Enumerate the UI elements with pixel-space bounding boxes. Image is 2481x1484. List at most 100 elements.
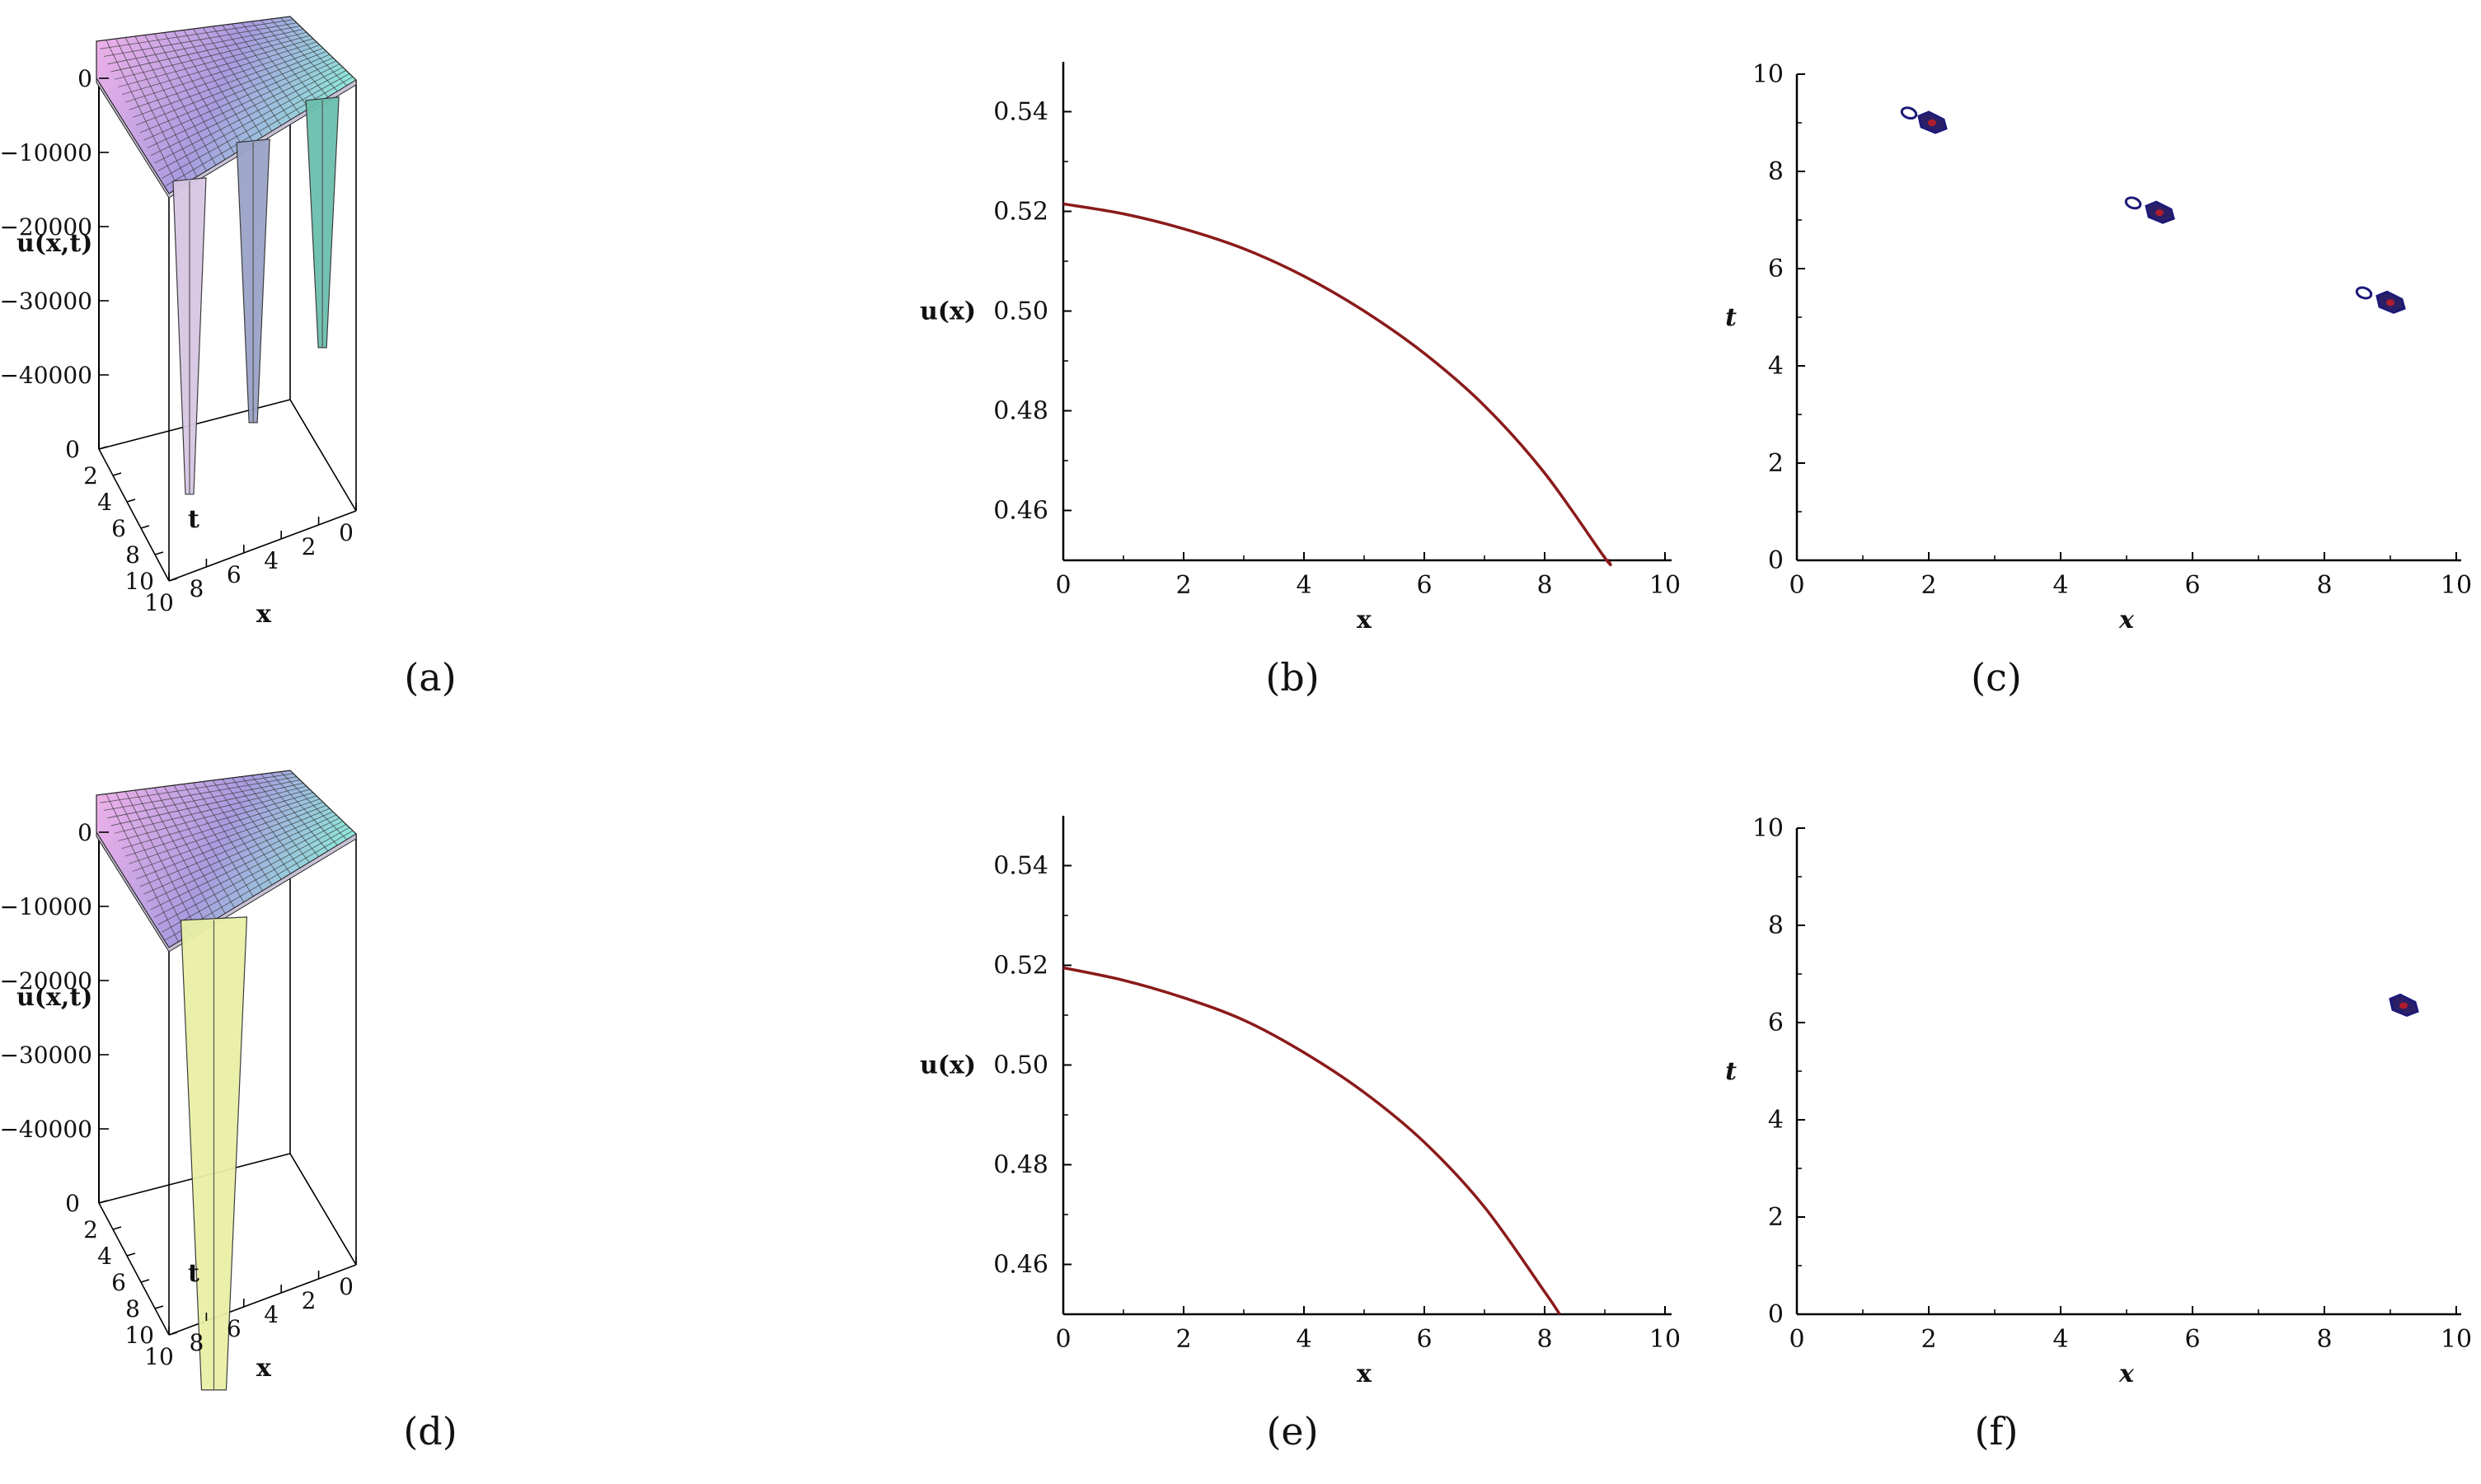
x-tick-label: 0 [1789, 1325, 1804, 1354]
z-tick-label: −40000 [0, 1116, 92, 1143]
z-tick-label: −10000 [0, 139, 92, 166]
t-tick-mark [154, 1305, 164, 1309]
x-tick-label: 8 [189, 575, 204, 602]
mesh-line [222, 25, 291, 120]
x-axis-label: x [1357, 606, 1372, 634]
x-tick-label: 8 [1536, 571, 1552, 600]
y-tick-label: 8 [1768, 157, 1784, 186]
y-tick-label: 0.48 [993, 397, 1048, 426]
mesh-line [260, 774, 329, 851]
x-tick-label: 6 [2184, 571, 2200, 600]
x-tick-label: 8 [2316, 1325, 2332, 1354]
t-tick-label: 6 [111, 515, 126, 542]
z-axis-label: u(x,t) [16, 229, 92, 258]
mesh-line [139, 808, 331, 887]
x-tick-label: 10 [2441, 571, 2472, 600]
t-tick-mark [168, 578, 178, 582]
mesh-line [232, 777, 301, 868]
x-tick-label: 10 [2441, 1325, 2472, 1354]
y-axis-label: u(x) [920, 1051, 976, 1080]
mesh-line [270, 18, 338, 92]
caption-a: (a) [404, 655, 457, 700]
y-tick-label: 0.54 [993, 98, 1048, 127]
mesh-line [212, 779, 282, 880]
mesh-line [161, 73, 350, 179]
t-tick-mark [112, 1226, 122, 1230]
t-tick-mark [126, 1252, 136, 1257]
surface-front [96, 831, 357, 953]
mesh-line [132, 802, 324, 872]
panel-a: 0 −10000 −20000 −30000 −40000 u(x,t) 0 2 4 6 8 10 t 1… [0, 0, 742, 643]
t-tick-label: 2 [83, 462, 98, 489]
z-tick-label: −40000 [0, 362, 92, 389]
box-edge [289, 399, 357, 512]
panel-f: 0 2 4 6 8 10 0 2 4 6 8 10 x t [1714, 779, 2481, 1397]
x-tick-label: 6 [227, 1315, 242, 1342]
mesh-line [147, 60, 337, 148]
mesh-line [241, 22, 310, 109]
x-tick-label: 4 [1296, 571, 1311, 600]
x-tick-label: 4 [1296, 1325, 1311, 1354]
y-tick-label: 8 [1768, 911, 1784, 940]
caption-c: (c) [1971, 655, 2022, 700]
mesh-line [251, 775, 319, 857]
mesh-line [232, 23, 301, 115]
z-tick-label: −30000 [0, 288, 92, 315]
mesh-line [279, 17, 347, 87]
contour-core [2386, 299, 2394, 307]
z-tick-label: −20000 [0, 213, 92, 241]
x-tick-label: 6 [1416, 571, 1432, 600]
x-tick-label: 0 [339, 519, 354, 546]
mesh-line [150, 817, 340, 911]
t-tick-mark [140, 1279, 150, 1283]
caption-e: (e) [1266, 1409, 1319, 1454]
x-tick-label: 2 [1921, 571, 1936, 600]
x-tick-label: 8 [1536, 1325, 1552, 1354]
series-line [1062, 202, 1612, 567]
y-tick-label: 0.54 [993, 852, 1048, 881]
t-tick-mark [126, 499, 136, 503]
x-tick-label: 8 [2316, 571, 2332, 600]
x-axis-label: x [2118, 1360, 2135, 1388]
t-axis-label: t [188, 1259, 199, 1288]
t-tick-label: 2 [83, 1216, 98, 1243]
x-tick-label: 4 [264, 547, 279, 574]
mesh-line [222, 779, 291, 874]
x-tick-label: 0 [1055, 1325, 1071, 1354]
contour-ring [2124, 196, 2142, 210]
panel-c: 0 2 4 6 8 10 0 2 4 6 8 10 x t [1714, 25, 2481, 643]
y-axis-label: t [1725, 1057, 1737, 1086]
t-tick-label: 10 [124, 568, 154, 595]
x-axis-label: x [2118, 606, 2135, 634]
chart-c: 0 2 4 6 8 10 0 2 4 6 8 10 x t [1725, 25, 2472, 634]
z-axis-label: u(x,t) [16, 983, 92, 1012]
series-line [1062, 966, 1561, 1315]
mesh-line [165, 76, 354, 187]
mesh-line [132, 48, 324, 118]
box-edge [168, 510, 357, 582]
x-tick-label: 4 [264, 1301, 279, 1328]
x-axis-label: x [256, 1354, 272, 1383]
mesh-line [161, 826, 350, 933]
z-tick-label: 0 [77, 819, 92, 846]
y-tick-label: 0.48 [993, 1151, 1048, 1180]
t-tick-label: 0 [65, 1190, 80, 1217]
x-tick-label: 2 [1175, 1325, 1191, 1354]
x-tick-label: 8 [189, 1329, 204, 1356]
x-tick-label: 10 [1649, 1325, 1681, 1354]
mesh-line [154, 821, 344, 918]
x-tick-label: 6 [1416, 1325, 1432, 1354]
x-tick-label: 0 [1789, 571, 1804, 600]
mesh-line [139, 54, 331, 133]
t-tick-label: 10 [124, 1322, 154, 1349]
panel-b: 0 2 4 6 8 10 0.46 0.48 0.50 0.52 0.54 x u(x) [907, 33, 1690, 643]
caption-d: (d) [403, 1409, 457, 1454]
x-tick-label: 2 [1921, 1325, 1936, 1354]
mesh-line [157, 824, 347, 925]
y-tick-label: 0.52 [993, 952, 1048, 981]
panel-d: 0 −10000 −20000 −30000 −40000 u(x,t) 0 2 4 6 8 10 t 1… [0, 754, 742, 1397]
x-tick-label: 4 [2052, 1325, 2068, 1354]
mesh-line [154, 67, 344, 164]
t-tick-label: 4 [97, 1243, 112, 1270]
t-tick-mark [140, 525, 150, 529]
